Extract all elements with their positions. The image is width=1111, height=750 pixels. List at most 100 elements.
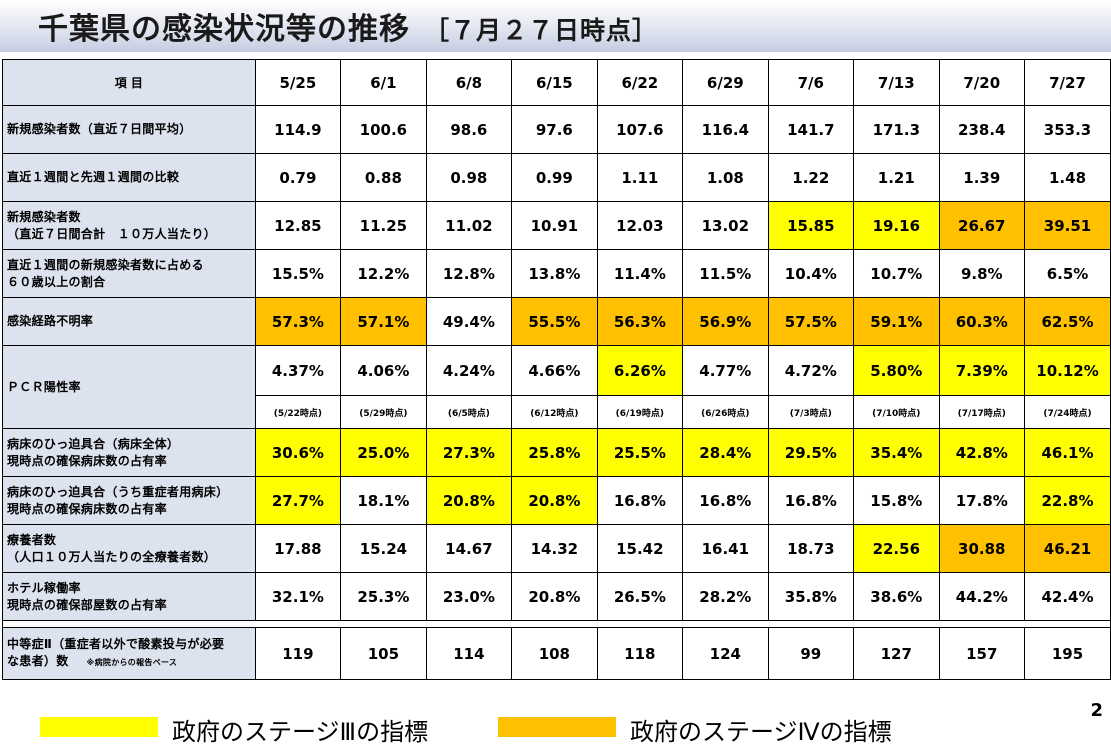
value-cell: 116.4 [682,105,769,154]
row-label-line1: 感染経路不明率 [7,314,94,328]
date-header: 7/27 [1024,59,1111,106]
value-cell: 23.0% [425,572,513,621]
row-label-line1: ＰＣＲ陽性率 [7,379,81,394]
value-cell: 107.6 [596,105,684,154]
value-cell: 15.42 [596,524,684,573]
asof-cell: (6/5時点) [425,395,513,429]
row-label-line1: 病床のひっ迫具合（うち重症者用病床） [7,484,229,499]
date-header: 6/29 [682,59,769,106]
value-cell: 60.3% [938,297,1026,346]
date-header: 7/20 [938,59,1026,106]
value-cell: 4.37% [254,345,342,396]
value-cell: 108 [511,627,598,680]
row-label-hotel: ホテル稼働率 現時点の確保部屋数の占有率 [2,572,256,621]
row-label-pcr_positive: ＰＣＲ陽性率 [2,345,256,429]
stage4-legend-label: 政府のステージⅣの指標 [630,718,892,746]
value-cell: 11.25 [340,201,427,250]
value-cell: 0.88 [340,153,427,202]
row-label-line1: 直近１週間と先週１週間の比較 [7,170,180,184]
date-header: 6/1 [340,59,427,106]
row-label-line2: （人口１０万人当たりの全療養者数） [7,549,217,564]
table-row: 直近１週間と先週１週間の比較 0.79 0.88 0.98 0.99 1.11 1.08 1.… [2,153,1111,202]
row-label-new_cases_per100k: 新規感染者数 （直近７日間合計 １０万人当たり） [2,201,256,250]
value-cell: 11.4% [596,249,684,298]
asof-cell: (7/3時点) [767,395,855,429]
value-cell: 0.79 [254,153,342,202]
value-cell: 5.80% [853,345,940,396]
value-cell: 49.4% [425,297,513,346]
value-cell: 9.8% [938,249,1026,298]
value-cell: 38.6% [853,572,940,621]
stage3-swatch [40,717,158,737]
asof-cell: (7/17時点) [938,395,1026,429]
value-cell: 35.8% [767,572,855,621]
value-cell: 1.11 [596,153,684,202]
value-cell: 17.88 [254,524,342,573]
date-header: 6/22 [596,59,684,106]
value-cell: 25.3% [340,572,427,621]
value-cell: 114.9 [254,105,342,154]
row-label-note: ※病院からの報告ベース [86,658,178,667]
value-cell: 124 [682,627,769,680]
value-cell: 119 [254,627,342,680]
value-cell: 57.3% [254,297,342,346]
value-cell: 12.03 [596,201,684,250]
table-row: 新規感染者数 （直近７日間合計 １０万人当たり） 12.85 11.25 11.02 10… [2,201,1111,250]
value-cell: 30.6% [254,428,342,477]
row-label-line1: 新規感染者数 [7,209,81,224]
value-cell: 13.8% [511,249,598,298]
value-cell: 11.02 [425,201,513,250]
row-label-line1: 療養者数 [7,532,57,547]
date-header: 6/15 [511,59,598,106]
table-row: 直近１週間の新規感染者数に占める ６０歳以上の割合 15.5% 12.2% 12.8% 1… [2,249,1111,298]
value-cell: 16.8% [682,476,769,525]
value-cell: 16.8% [596,476,684,525]
value-cell: 1.39 [938,153,1026,202]
value-cell: 15.5% [254,249,342,298]
value-cell: 14.32 [511,524,598,573]
value-cell: 42.4% [1024,572,1111,621]
value-cell: 22.56 [853,524,940,573]
asof-cell: (6/19時点) [596,395,684,429]
row-label-line2: な患者）数 [7,654,69,668]
value-cell: 19.16 [853,201,940,250]
value-cell: 30.88 [938,524,1026,573]
value-cell: 28.4% [682,428,769,477]
value-cell: 6.5% [1024,249,1111,298]
row-label-line2: ６０歳以上の割合 [7,274,106,289]
table-row: ホテル稼働率 現時点の確保部屋数の占有率 32.1% 25.3% 23.0% 20.8%… [2,572,1111,621]
spacer-cell [2,620,1111,628]
value-cell: 12.85 [254,201,342,250]
asof-cell: (5/22時点) [254,395,342,429]
value-cell: 18.73 [767,524,855,573]
row-label-line2: 現時点の確保部屋数の占有率 [7,597,167,612]
value-cell: 12.2% [340,249,427,298]
value-cell: 10.91 [511,201,598,250]
value-cell: 35.4% [853,428,940,477]
value-cell: 98.6 [425,105,513,154]
value-cell: 22.8% [1024,476,1111,525]
row-label-line2: 現時点の確保病床数の占有率 [7,453,167,468]
value-cell: 59.1% [853,297,940,346]
value-cell: 13.02 [682,201,769,250]
date-header: 6/8 [425,59,513,106]
value-cell: 4.06% [340,345,427,396]
value-cell: 16.41 [682,524,769,573]
value-cell: 12.8% [425,249,513,298]
row-label-over60_share: 直近１週間の新規感染者数に占める ６０歳以上の割合 [2,249,256,298]
value-cell: 100.6 [340,105,427,154]
row-label-week_ratio: 直近１週間と先週１週間の比較 [2,153,256,202]
row-label-line1: 新規感染者数（直近７日間平均） [7,122,192,136]
value-cell: 17.8% [938,476,1026,525]
row-label-line1: 中等症Ⅱ（重症者以外で酸素投与が必要 [7,637,225,651]
table-row: 中等症Ⅱ（重症者以外で酸素投与が必要 な患者）数 ※病院からの報告ベース 119 105… [2,627,1111,680]
value-cell: 18.1% [340,476,427,525]
asof-cell: (6/12時点) [511,395,598,429]
value-cell: 0.99 [511,153,598,202]
header-row: 項 目 5/25 6/1 6/8 6/15 6/22 6/29 7/6 7/13 7/20 7/27 [2,59,1111,106]
value-cell: 118 [596,627,684,680]
value-cell: 0.98 [425,153,513,202]
corner-label: 項 目 [2,59,256,106]
table-row: ＰＣＲ陽性率 4.37% 4.06% 4.24% 4.66% 6.26% 4.77% 4.72… [2,345,1111,429]
value-cell: 62.5% [1024,297,1111,346]
